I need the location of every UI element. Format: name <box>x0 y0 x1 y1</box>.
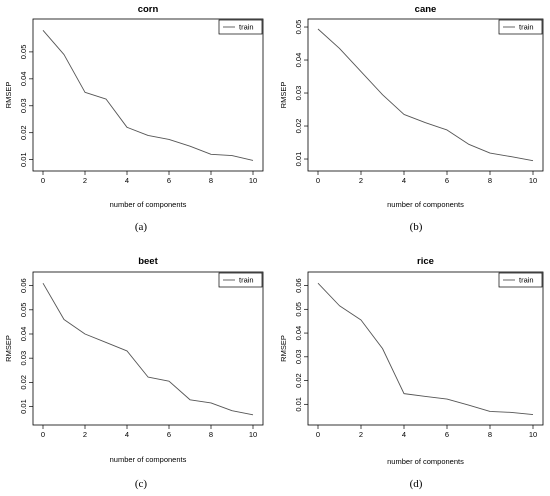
x-tick-label: 6 <box>167 176 171 185</box>
y-tick-label: 0.05 <box>294 20 303 35</box>
x-axis-label: number of components <box>387 200 464 209</box>
legend-label: train <box>239 23 254 32</box>
y-tick-label: 0.01 <box>19 399 28 414</box>
x-tick-label: 0 <box>41 176 45 185</box>
x-tick-label: 6 <box>445 430 449 439</box>
y-tick-label: 0.04 <box>19 72 28 87</box>
y-tick-label: 0.02 <box>294 373 303 388</box>
x-tick-label: 0 <box>316 430 320 439</box>
series-line-train <box>42 30 254 161</box>
y-tick-label: 0.02 <box>19 125 28 140</box>
y-tick-label: 0.01 <box>19 152 28 167</box>
legend: train <box>498 19 543 35</box>
y-tick-label: 0.01 <box>294 397 303 412</box>
y-tick-label: 0.04 <box>294 53 303 68</box>
plot-frame <box>32 271 264 426</box>
x-tick-label: 2 <box>359 430 363 439</box>
x-tick-label: 6 <box>445 176 449 185</box>
chart-panel-rice: rice 0 2 4 6 8 10 0.01 0.02 0.03 0.04 0.05 0.06 numbe… <box>279 256 544 490</box>
y-tick-label: 0.06 <box>19 278 28 293</box>
chart-title: rice <box>417 256 434 267</box>
y-tick-label: 0.04 <box>294 326 303 341</box>
chart-title: beet <box>138 256 158 267</box>
y-axis-label: RMSEP <box>279 82 288 109</box>
chart-panel-cane: cane 0 2 4 6 8 10 0.01 0.02 0.03 0.04 0.05 number of… <box>279 4 544 233</box>
x-tick-label: 8 <box>209 430 213 439</box>
plot-frame <box>32 18 264 172</box>
x-tick-label: 2 <box>83 430 87 439</box>
y-tick-label: 0.06 <box>294 278 303 293</box>
x-tick-label: 10 <box>529 430 537 439</box>
legend-box <box>498 272 543 288</box>
x-tick-label: 10 <box>529 176 537 185</box>
x-tick-label: 2 <box>359 176 363 185</box>
series-line-train <box>317 28 534 162</box>
x-tick-label: 4 <box>402 430 406 439</box>
chart-panel-beet: beet 0 2 4 6 8 10 0.01 0.02 0.03 0.04 0.05 0.06 numbe… <box>4 256 264 490</box>
x-tick-label: 10 <box>249 176 257 185</box>
y-tick-label: 0.03 <box>19 98 28 113</box>
panel-caption: (b) <box>410 221 423 233</box>
plot-frame <box>307 18 544 172</box>
series-line-train <box>42 282 254 416</box>
legend: train <box>218 272 263 288</box>
x-tick-label: 0 <box>41 430 45 439</box>
y-tick-label: 0.01 <box>294 152 303 167</box>
chart-panel-corn: corn 0 2 4 6 8 10 0.01 0.02 0.03 0.04 0.05 number of… <box>4 4 264 233</box>
legend: train <box>218 19 263 35</box>
y-tick-label: 0.05 <box>19 45 28 60</box>
chart-title: corn <box>138 4 159 15</box>
legend: train <box>498 272 543 288</box>
y-axis-label: RMSEP <box>4 335 13 362</box>
panel-caption: (d) <box>410 478 423 490</box>
legend-box <box>218 272 263 288</box>
x-tick-label: 10 <box>249 430 257 439</box>
y-tick-label: 0.04 <box>19 327 28 342</box>
x-axis-label: number of components <box>110 455 187 464</box>
plot-frame <box>307 271 544 426</box>
x-tick-label: 0 <box>316 176 320 185</box>
panel-caption: (a) <box>135 221 148 233</box>
y-axis-label: RMSEP <box>279 335 288 362</box>
y-tick-label: 0.03 <box>294 350 303 365</box>
y-axis-label: RMSEP <box>4 82 13 109</box>
legend-label: train <box>519 276 534 285</box>
x-tick-label: 6 <box>167 430 171 439</box>
y-tick-label: 0.02 <box>294 119 303 134</box>
y-tick-label: 0.05 <box>19 303 28 318</box>
y-tick-label: 0.03 <box>19 351 28 366</box>
x-tick-label: 8 <box>488 176 492 185</box>
panel-caption: (c) <box>135 478 148 490</box>
legend-box <box>218 19 263 35</box>
x-tick-label: 4 <box>125 430 129 439</box>
x-tick-label: 4 <box>402 176 406 185</box>
x-tick-label: 8 <box>488 430 492 439</box>
legend-label: train <box>239 276 254 285</box>
y-tick-label: 0.02 <box>19 375 28 390</box>
y-tick-label: 0.03 <box>294 86 303 101</box>
legend-label: train <box>519 23 534 32</box>
x-tick-label: 8 <box>209 176 213 185</box>
y-tick-label: 0.05 <box>294 302 303 317</box>
x-tick-label: 2 <box>83 176 87 185</box>
chart-title: cane <box>415 4 437 15</box>
x-axis-label: number of components <box>110 200 187 209</box>
series-line-train <box>317 282 534 415</box>
x-tick-label: 4 <box>125 176 129 185</box>
legend-box <box>498 19 543 35</box>
x-axis-label: number of components <box>387 457 464 466</box>
